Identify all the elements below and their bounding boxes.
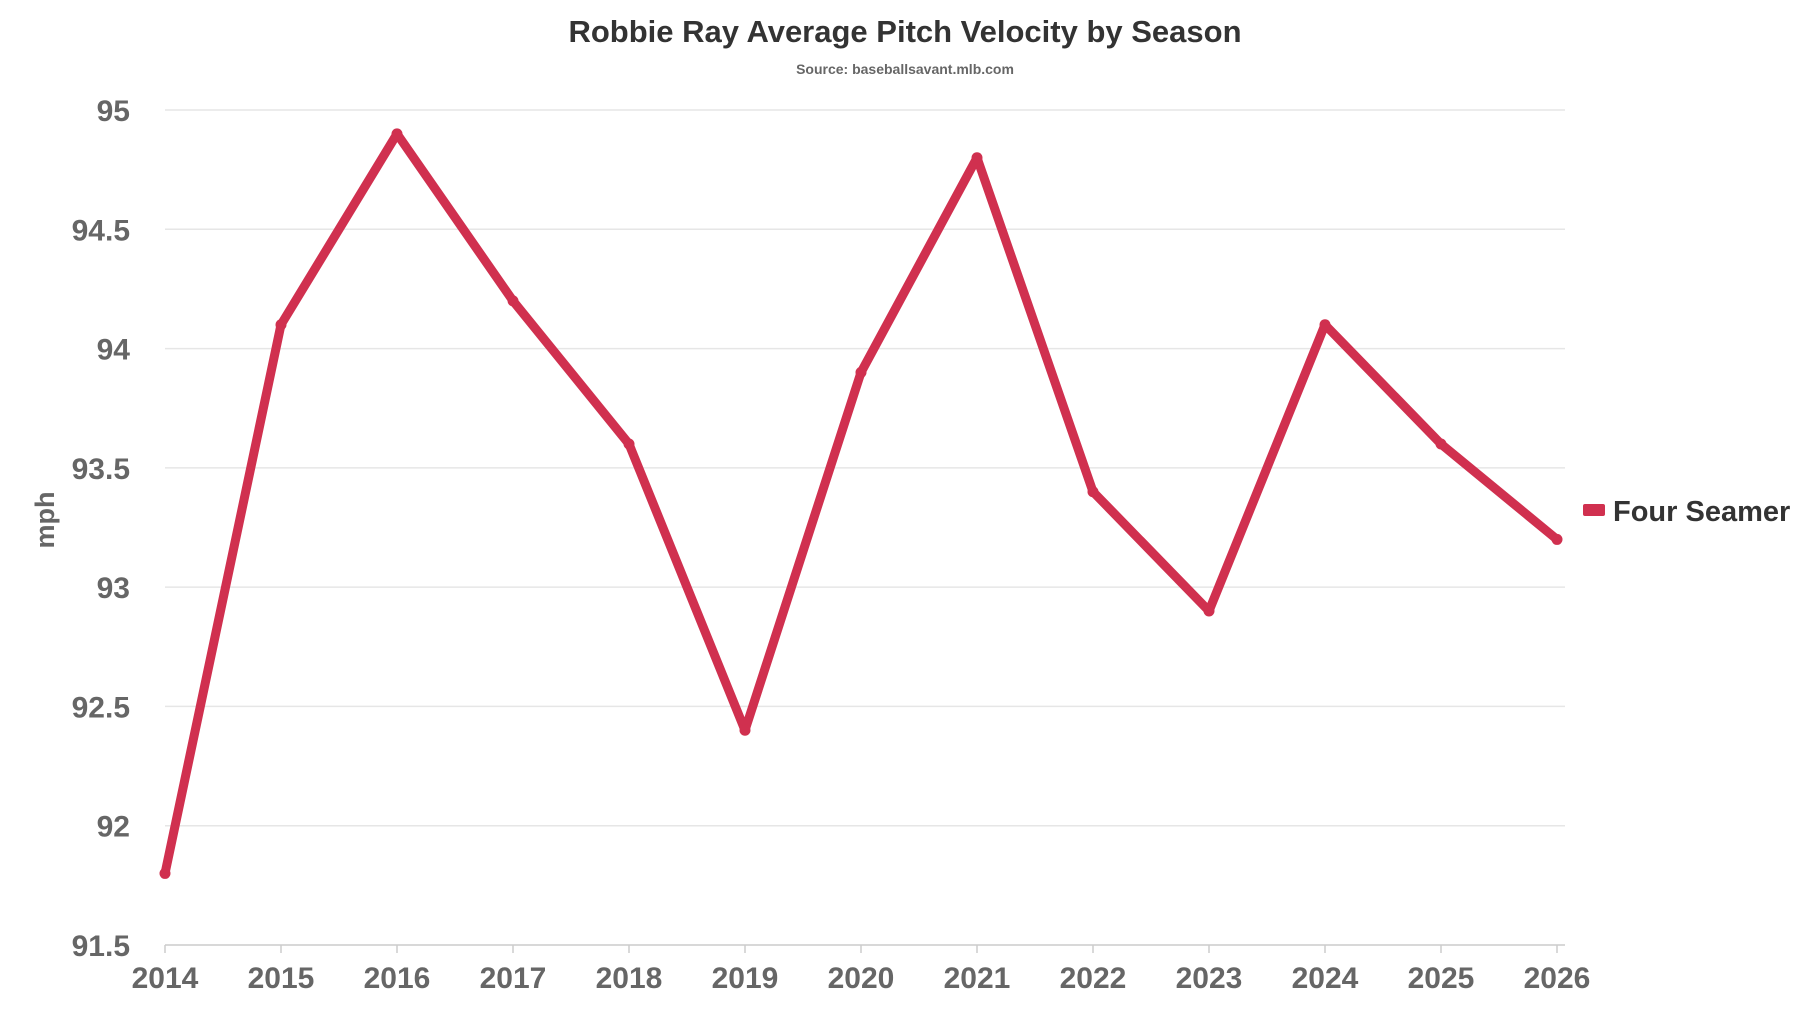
data-point[interactable] [1319,319,1331,331]
x-tick-label: 2021 [944,962,1011,995]
y-tick-label: 92.5 [72,691,130,724]
y-tick-label: 92 [97,811,130,844]
x-tick-label: 2022 [1060,962,1127,995]
data-point[interactable] [739,724,751,736]
series-line-four-seamer[interactable] [160,129,1562,878]
x-tick-label: 2020 [828,962,895,995]
x-tick-label: 2025 [1408,962,1475,995]
data-point[interactable] [855,366,867,378]
data-point[interactable] [159,867,171,879]
y-tick-label: 93.5 [72,453,130,486]
data-point[interactable] [391,128,403,140]
data-point[interactable] [507,295,519,307]
legend-swatch [1583,504,1605,516]
x-tick-label: 2014 [132,962,199,995]
x-tick-label: 2017 [480,962,547,995]
data-point[interactable] [275,319,287,331]
x-tick-label: 2018 [596,962,663,995]
series-layer [159,128,1563,879]
x-tick-label: 2015 [248,962,315,995]
x-tick-label: 2016 [364,962,431,995]
data-point[interactable] [1203,605,1215,617]
y-axis-label: mph [30,492,60,549]
data-point[interactable] [1435,438,1447,450]
x-tick-label: 2026 [1524,962,1591,995]
x-axis-ticks: 2014 2015 2016 2017 2018 2019 2020 2021 2022 2023… [132,945,1591,995]
legend-label: Four Seamer [1613,496,1790,528]
data-point[interactable] [623,438,635,450]
data-point[interactable] [971,152,983,164]
y-tick-label: 94 [97,334,131,367]
y-tick-label: 95 [97,95,130,128]
chart-subtitle: Source: baseballsavant.mlb.com [796,61,1014,77]
y-tick-label: 93 [97,572,130,605]
data-point[interactable] [1087,486,1099,498]
y-tick-label: 94.5 [72,214,130,247]
data-point[interactable] [1551,533,1563,545]
x-tick-label: 2019 [712,962,779,995]
x-tick-label: 2024 [1292,962,1359,995]
y-tick-label: 91.5 [72,930,130,963]
y-axis-ticks: 91.5 92 92.5 93 93.5 94 94.5 95 [72,95,131,963]
chart-title: Robbie Ray Average Pitch Velocity by Sea… [568,14,1241,49]
legend[interactable]: Four Seamer [1583,496,1790,528]
gridlines [165,109,1565,946]
x-tick-label: 2023 [1176,962,1243,995]
